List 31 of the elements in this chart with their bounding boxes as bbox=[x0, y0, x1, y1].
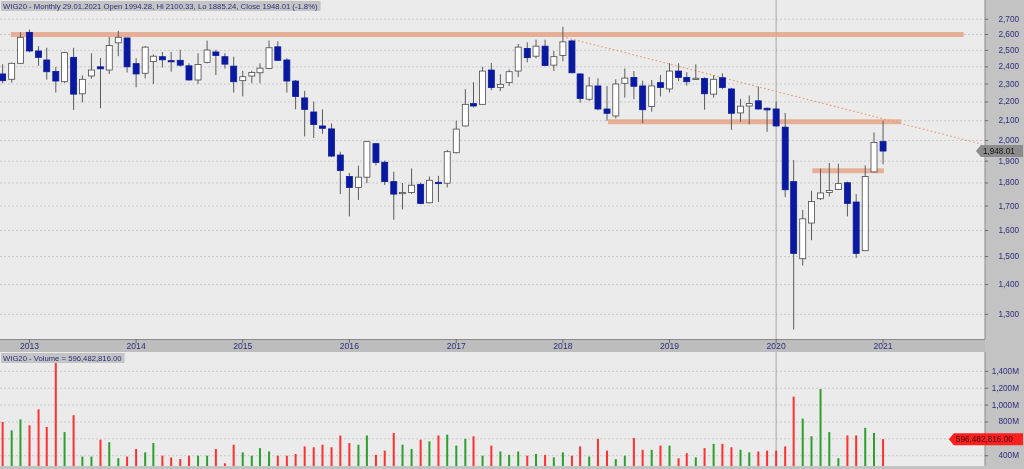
y-tick-label: 1,200M bbox=[991, 383, 1020, 393]
x-tick-label: 2020 bbox=[766, 341, 786, 351]
y-tick-label: 2,700 bbox=[998, 14, 1020, 24]
y-tick-label: 800M bbox=[998, 417, 1020, 427]
x-tick-label: 2015 bbox=[233, 341, 253, 351]
y-tick-label: 2,500 bbox=[998, 45, 1020, 55]
x-tick-label: 2016 bbox=[339, 341, 360, 351]
y-tick-label: 1,500 bbox=[998, 252, 1020, 262]
y-tick-label: 1,900 bbox=[998, 156, 1020, 166]
y-tick-label: 1,300 bbox=[998, 309, 1020, 319]
y-tick-label: 1,600 bbox=[998, 226, 1020, 236]
y-tick-label: 2,300 bbox=[998, 79, 1020, 89]
annotation: 596,482,816.00 bbox=[955, 434, 1014, 444]
y-tick-label: 1,000M bbox=[991, 400, 1020, 410]
y-tick-label: 2,100 bbox=[998, 116, 1020, 126]
y-tick-label: 400M bbox=[998, 451, 1020, 461]
annotation: 1,948.01 bbox=[982, 146, 1016, 156]
y-tick-label: 1,800 bbox=[998, 178, 1020, 188]
x-tick-label: 2013 bbox=[19, 341, 40, 351]
y-tick-label: 2,000 bbox=[998, 135, 1020, 145]
y-tick-label: 1,700 bbox=[998, 201, 1020, 211]
x-tick-label: 2019 bbox=[659, 341, 680, 351]
x-tick-label: 2021 bbox=[873, 341, 893, 351]
x-tick-label: 2018 bbox=[553, 341, 573, 351]
y-tick-label: 2,200 bbox=[998, 97, 1020, 107]
y-tick-label: 1,400M bbox=[991, 366, 1020, 376]
y-tick-label: 1,400 bbox=[998, 279, 1020, 289]
y-tick-label: 2,600 bbox=[998, 30, 1020, 40]
x-tick-label: 2017 bbox=[446, 341, 467, 351]
x-tick-label: 2014 bbox=[126, 341, 146, 351]
y-tick-label: 2,400 bbox=[998, 62, 1020, 72]
